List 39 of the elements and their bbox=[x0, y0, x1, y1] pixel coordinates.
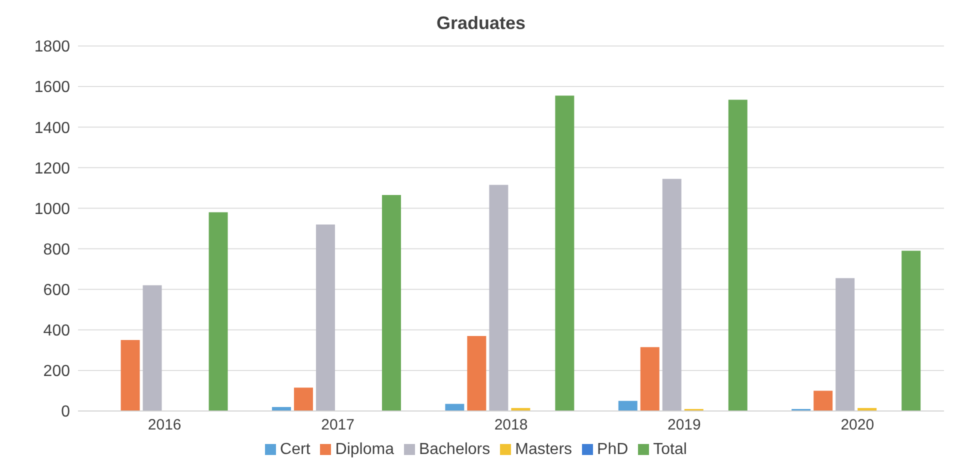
legend-label: Cert bbox=[280, 441, 310, 458]
x-tick-label: 2019 bbox=[668, 416, 701, 434]
x-tick-label: 2017 bbox=[321, 416, 354, 434]
bar bbox=[120, 340, 140, 411]
bar bbox=[836, 278, 855, 411]
bar bbox=[445, 404, 464, 411]
x-tick-label: 2020 bbox=[840, 416, 874, 434]
bar bbox=[662, 178, 682, 411]
x-tick-label: 2016 bbox=[148, 416, 182, 434]
y-tick-label: 600 bbox=[43, 282, 70, 300]
legend-label: Total bbox=[653, 441, 687, 458]
bar bbox=[467, 336, 486, 411]
legend-label: PhD bbox=[597, 441, 628, 458]
y-tick-label: 400 bbox=[43, 322, 70, 340]
x-tick-label: 2018 bbox=[494, 416, 528, 434]
bar bbox=[555, 96, 574, 411]
bar bbox=[814, 390, 833, 411]
bar bbox=[142, 285, 162, 411]
bar bbox=[316, 224, 335, 411]
y-tick-label: 1800 bbox=[34, 38, 70, 56]
bar bbox=[640, 347, 660, 411]
y-tick-label: 200 bbox=[43, 363, 70, 380]
legend-label: Masters bbox=[515, 441, 572, 458]
y-tick-label: 1600 bbox=[34, 79, 70, 96]
y-tick-label: 0 bbox=[61, 404, 70, 421]
y-tick-label: 800 bbox=[43, 241, 70, 258]
legend-label: Bachelors bbox=[418, 441, 490, 458]
chart-title: Graduates bbox=[435, 12, 527, 35]
bar bbox=[728, 100, 748, 411]
bar bbox=[489, 184, 508, 411]
bar bbox=[208, 212, 228, 411]
bar bbox=[618, 400, 638, 411]
legend-label: Diploma bbox=[335, 441, 394, 458]
bar bbox=[902, 250, 921, 411]
y-tick-label: 1000 bbox=[34, 200, 70, 218]
y-tick-label: 1400 bbox=[34, 120, 70, 137]
bar bbox=[382, 195, 401, 411]
y-tick-label: 1200 bbox=[34, 160, 70, 178]
bar bbox=[294, 388, 313, 411]
